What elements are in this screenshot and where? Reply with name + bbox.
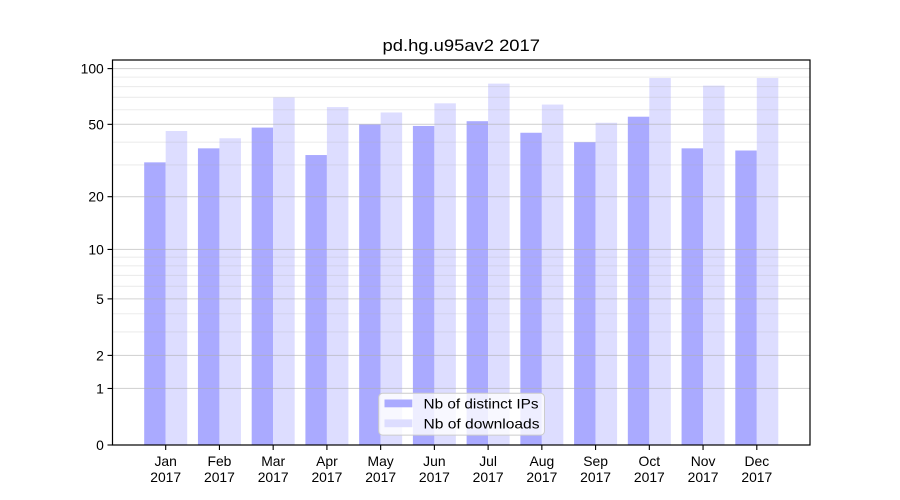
svg-text:Oct: Oct	[639, 453, 661, 469]
svg-text:2017: 2017	[688, 469, 719, 485]
svg-text:2017: 2017	[526, 469, 557, 485]
svg-text:50: 50	[88, 116, 104, 132]
svg-text:2017: 2017	[741, 469, 772, 485]
svg-text:2017: 2017	[311, 469, 342, 485]
svg-text:Aug: Aug	[529, 453, 554, 469]
svg-text:2017: 2017	[365, 469, 396, 485]
svg-text:Apr: Apr	[316, 453, 338, 469]
svg-text:pd.hg.u95av2 2017: pd.hg.u95av2 2017	[383, 36, 541, 55]
svg-text:May: May	[368, 453, 394, 469]
svg-text:Feb: Feb	[207, 453, 231, 469]
svg-text:2017: 2017	[580, 469, 611, 485]
svg-text:2017: 2017	[204, 469, 235, 485]
svg-text:2017: 2017	[258, 469, 289, 485]
svg-text:Sep: Sep	[583, 453, 608, 469]
svg-text:Nb of downloads: Nb of downloads	[424, 416, 540, 432]
svg-text:0: 0	[96, 437, 104, 453]
svg-text:Jun: Jun	[423, 453, 445, 469]
svg-text:5: 5	[96, 291, 104, 307]
svg-text:Mar: Mar	[261, 453, 285, 469]
svg-text:Jan: Jan	[154, 453, 176, 469]
svg-text:100: 100	[81, 61, 104, 77]
svg-text:1: 1	[96, 380, 104, 396]
svg-text:2017: 2017	[473, 469, 504, 485]
svg-text:Jul: Jul	[479, 453, 497, 469]
svg-text:10: 10	[88, 241, 104, 257]
svg-text:2017: 2017	[634, 469, 665, 485]
svg-text:2: 2	[96, 347, 104, 363]
svg-text:20: 20	[88, 189, 104, 205]
svg-text:2017: 2017	[419, 469, 450, 485]
svg-text:2017: 2017	[150, 469, 181, 485]
svg-text:Nb of distinct IPs: Nb of distinct IPs	[424, 396, 539, 412]
svg-text:Dec: Dec	[744, 453, 769, 469]
svg-text:Nov: Nov	[691, 453, 716, 469]
